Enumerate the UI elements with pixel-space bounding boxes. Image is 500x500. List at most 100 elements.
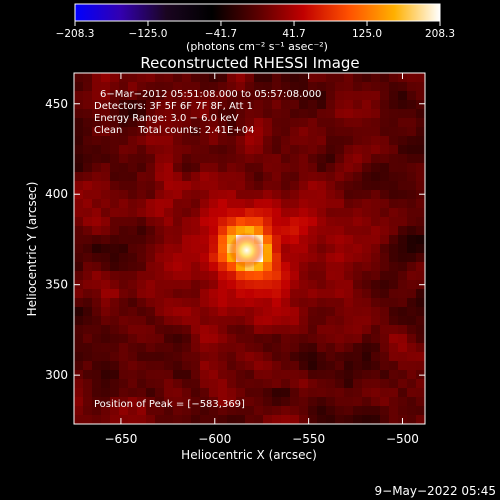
- heatmap-cell: [272, 334, 282, 344]
- heatmap-cell: [308, 217, 318, 227]
- heatmap-cell: [263, 253, 273, 263]
- heatmap-cell: [83, 379, 93, 389]
- heatmap-cell: [245, 208, 255, 218]
- heatmap-cell: [110, 118, 120, 128]
- heatmap-cell: [218, 262, 228, 272]
- heatmap-cell: [101, 343, 111, 353]
- heatmap-cell: [389, 352, 399, 362]
- heatmap-cell: [83, 307, 93, 317]
- heatmap-cell: [137, 181, 147, 191]
- heatmap-cell: [353, 145, 363, 155]
- heatmap-cell: [416, 325, 425, 335]
- heatmap-cell: [398, 190, 408, 200]
- heatmap-cell: [209, 352, 219, 362]
- heatmap-cell: [200, 334, 210, 344]
- heatmap-cell: [137, 199, 147, 209]
- heatmap-cell: [173, 199, 183, 209]
- heatmap-cell: [110, 91, 120, 101]
- heatmap-cell: [398, 244, 408, 254]
- heatmap-cell: [164, 334, 174, 344]
- heatmap-cell: [299, 334, 309, 344]
- heatmap-cell: [416, 271, 425, 281]
- heatmap-cell: [362, 226, 372, 236]
- heatmap-cell: [236, 190, 246, 200]
- heatmap-cell: [137, 262, 147, 272]
- heatmap-cell: [272, 298, 282, 308]
- heatmap-cell: [326, 397, 336, 407]
- heatmap-cell: [191, 181, 201, 191]
- heatmap-cell: [74, 334, 84, 344]
- heatmap-cell: [200, 352, 210, 362]
- heatmap-cell: [92, 208, 102, 218]
- heatmap-cell: [173, 379, 183, 389]
- heatmap-cell: [299, 181, 309, 191]
- heatmap-cell: [227, 163, 237, 173]
- heatmap-cell: [173, 163, 183, 173]
- heatmap-cell: [101, 352, 111, 362]
- heatmap-cell: [389, 154, 399, 164]
- heatmap-cell: [281, 136, 291, 146]
- heatmap-cell: [281, 91, 291, 101]
- heatmap-cell: [362, 415, 372, 424]
- heatmap-cell: [191, 298, 201, 308]
- heatmap-cell: [263, 118, 273, 128]
- heatmap-cell: [74, 253, 84, 263]
- heatmap-cell: [389, 262, 399, 272]
- heatmap-cell: [164, 136, 174, 146]
- heatmap-cell: [200, 118, 210, 128]
- heatmap-cell: [218, 361, 228, 371]
- heatmap-cell: [182, 190, 192, 200]
- heatmap-cell: [371, 190, 381, 200]
- heatmap-cell: [218, 235, 228, 245]
- heatmap-cell: [281, 298, 291, 308]
- heatmap-cell: [389, 415, 399, 424]
- heatmap-cell: [299, 361, 309, 371]
- heatmap-cell: [353, 199, 363, 209]
- heatmap-cell: [272, 145, 282, 155]
- heatmap-cell: [227, 91, 237, 101]
- heatmap-cell: [218, 172, 228, 182]
- heatmap-cell: [254, 82, 264, 92]
- heatmap-cell: [281, 181, 291, 191]
- heatmap-cell: [101, 82, 111, 92]
- heatmap-cell: [218, 163, 228, 173]
- heatmap-cell: [155, 370, 165, 380]
- heatmap-cell: [299, 262, 309, 272]
- heatmap-cell: [101, 415, 111, 424]
- heatmap-cell: [317, 388, 327, 398]
- heatmap-cell: [407, 136, 417, 146]
- heatmap-cell: [362, 388, 372, 398]
- heatmap-cell: [155, 280, 165, 290]
- heatmap-cell: [83, 298, 93, 308]
- heatmap-cell: [254, 388, 264, 398]
- heatmap-cell: [281, 73, 291, 83]
- heatmap-cell: [263, 163, 273, 173]
- heatmap-cell: [146, 289, 156, 299]
- heatmap-cell: [92, 280, 102, 290]
- heatmap-cell: [281, 163, 291, 173]
- heatmap-cell: [281, 280, 291, 290]
- heatmap-cell: [263, 352, 273, 362]
- heatmap-cell: [83, 343, 93, 353]
- heatmap-cell: [227, 127, 237, 137]
- heatmap-cell: [407, 172, 417, 182]
- heatmap-cell: [263, 325, 273, 335]
- heatmap-cell: [236, 82, 246, 92]
- heatmap-cell: [353, 334, 363, 344]
- heatmap-cell: [344, 406, 354, 416]
- heatmap-cell: [245, 361, 255, 371]
- heatmap-cell: [74, 307, 84, 317]
- heatmap-cell: [137, 154, 147, 164]
- heatmap-cell: [137, 208, 147, 218]
- heatmap-cell: [191, 343, 201, 353]
- heatmap-cell: [299, 82, 309, 92]
- heatmap-cell: [371, 253, 381, 263]
- heatmap-cell: [164, 298, 174, 308]
- heatmap-cell: [326, 406, 336, 416]
- heatmap-cell: [209, 226, 219, 236]
- heatmap-cell: [92, 199, 102, 209]
- heatmap-cell: [236, 316, 246, 326]
- heatmap-cell: [200, 262, 210, 272]
- heatmap-cell: [101, 91, 111, 101]
- heatmap-cell: [245, 91, 255, 101]
